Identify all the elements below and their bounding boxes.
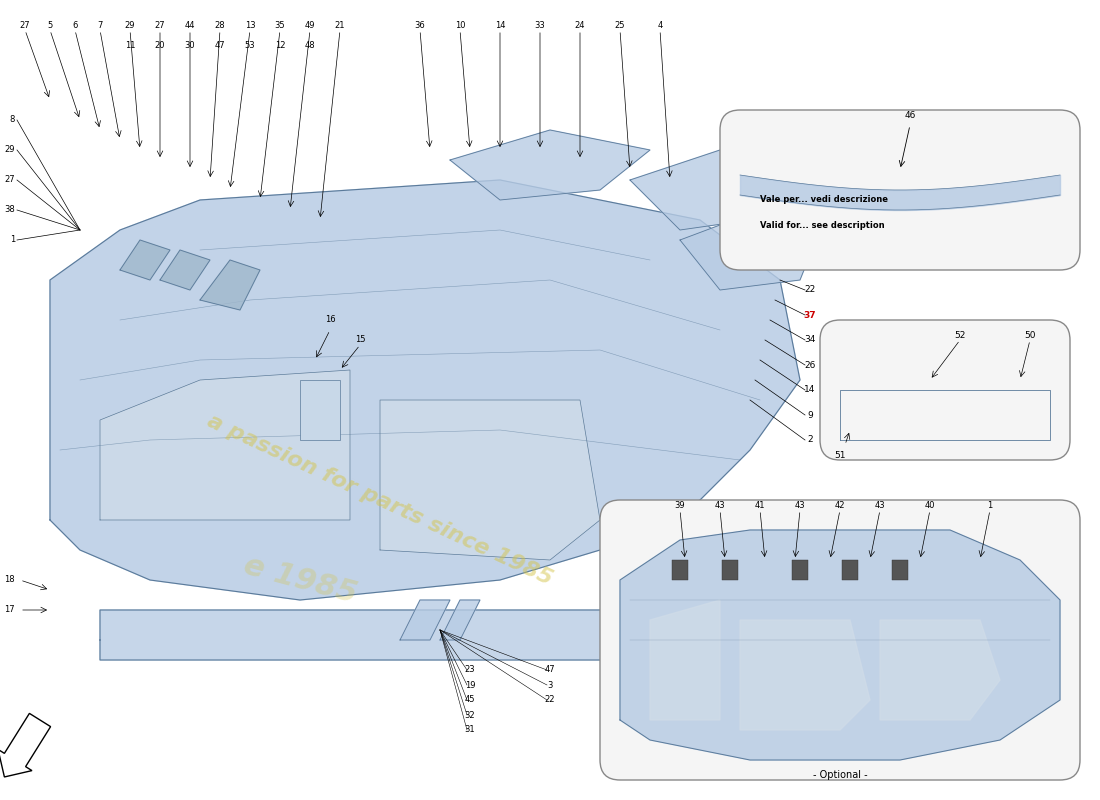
Text: 16: 16 — [324, 315, 336, 325]
Text: e 1985: e 1985 — [240, 551, 360, 609]
Text: 34: 34 — [804, 335, 816, 345]
Polygon shape — [800, 180, 880, 260]
Bar — [792, 560, 808, 580]
Text: 1: 1 — [988, 501, 992, 510]
Text: 29: 29 — [4, 146, 15, 154]
Text: 22: 22 — [544, 695, 556, 705]
Text: 27: 27 — [20, 21, 31, 30]
Text: 35: 35 — [275, 21, 285, 30]
Text: 3: 3 — [548, 681, 552, 690]
FancyBboxPatch shape — [720, 110, 1080, 270]
Text: 11: 11 — [124, 41, 135, 50]
FancyBboxPatch shape — [600, 500, 1080, 780]
Bar — [672, 560, 688, 580]
Text: 41: 41 — [755, 501, 766, 510]
Text: 36: 36 — [415, 21, 426, 30]
Text: 48: 48 — [305, 41, 316, 50]
Text: 24: 24 — [574, 21, 585, 30]
Text: 30: 30 — [185, 41, 196, 50]
Polygon shape — [100, 370, 350, 520]
Text: 50: 50 — [1024, 330, 1036, 339]
Text: 32: 32 — [464, 710, 475, 719]
Text: 14: 14 — [495, 21, 505, 30]
Bar — [892, 560, 907, 580]
Text: 4: 4 — [658, 21, 662, 30]
Text: 13: 13 — [244, 21, 255, 30]
Text: 52: 52 — [955, 330, 966, 339]
Polygon shape — [630, 150, 780, 230]
Polygon shape — [160, 250, 210, 290]
Polygon shape — [740, 620, 870, 730]
Text: 21: 21 — [334, 21, 345, 30]
Text: 39: 39 — [674, 501, 685, 510]
Polygon shape — [379, 400, 600, 560]
Text: 15: 15 — [354, 335, 365, 345]
Text: Valid for... see description: Valid for... see description — [760, 221, 884, 230]
Text: 9: 9 — [807, 410, 813, 419]
Text: 47: 47 — [214, 41, 225, 50]
Text: 2: 2 — [807, 435, 813, 445]
Text: 43: 43 — [794, 501, 805, 510]
Polygon shape — [200, 260, 260, 310]
Text: 27: 27 — [155, 21, 165, 30]
Text: 38: 38 — [4, 206, 15, 214]
Text: 28: 28 — [214, 21, 225, 30]
Text: 33: 33 — [535, 21, 546, 30]
Text: 43: 43 — [874, 501, 886, 510]
Polygon shape — [880, 620, 1000, 720]
Text: 45: 45 — [464, 695, 475, 705]
Text: 42: 42 — [835, 501, 845, 510]
Polygon shape — [740, 150, 820, 220]
Polygon shape — [440, 600, 480, 640]
Text: 19: 19 — [464, 681, 475, 690]
Text: 53: 53 — [244, 41, 255, 50]
Text: 5: 5 — [47, 21, 53, 30]
Text: 1: 1 — [10, 235, 15, 245]
Text: 40: 40 — [925, 501, 935, 510]
Text: 8: 8 — [10, 115, 15, 125]
Polygon shape — [50, 180, 800, 600]
Text: 18: 18 — [4, 575, 15, 585]
Text: 20: 20 — [155, 41, 165, 50]
Text: 22: 22 — [804, 286, 815, 294]
Text: 26: 26 — [804, 361, 816, 370]
Text: 47: 47 — [544, 666, 556, 674]
Text: 44: 44 — [185, 21, 196, 30]
Bar — [842, 560, 858, 580]
Text: 49: 49 — [305, 21, 316, 30]
Bar — [300, 380, 340, 440]
Text: 25: 25 — [615, 21, 625, 30]
Text: Vale per... vedi descrizione: Vale per... vedi descrizione — [760, 195, 888, 205]
Text: 43: 43 — [715, 501, 725, 510]
Text: 23: 23 — [464, 666, 475, 674]
Text: 12: 12 — [275, 41, 285, 50]
Text: 46: 46 — [904, 110, 915, 119]
Polygon shape — [620, 530, 1060, 760]
Text: 7: 7 — [97, 21, 102, 30]
Text: 31: 31 — [464, 726, 475, 734]
Polygon shape — [400, 600, 450, 640]
Text: a passion for parts since 1985: a passion for parts since 1985 — [205, 411, 556, 589]
Polygon shape — [450, 130, 650, 200]
Text: 6: 6 — [73, 21, 78, 30]
FancyBboxPatch shape — [820, 320, 1070, 460]
Text: 27: 27 — [4, 175, 15, 185]
Polygon shape — [120, 240, 170, 280]
FancyArrow shape — [0, 714, 51, 777]
Text: 51: 51 — [834, 450, 846, 459]
Bar — [722, 560, 738, 580]
Polygon shape — [840, 390, 1050, 440]
Text: 29: 29 — [124, 21, 135, 30]
Text: 17: 17 — [4, 606, 15, 614]
Polygon shape — [680, 210, 820, 290]
Text: 10: 10 — [454, 21, 465, 30]
Text: - Optional -: - Optional - — [813, 770, 867, 780]
Polygon shape — [650, 600, 721, 720]
Text: 37: 37 — [804, 310, 816, 319]
Polygon shape — [100, 610, 800, 660]
Text: 14: 14 — [804, 386, 816, 394]
